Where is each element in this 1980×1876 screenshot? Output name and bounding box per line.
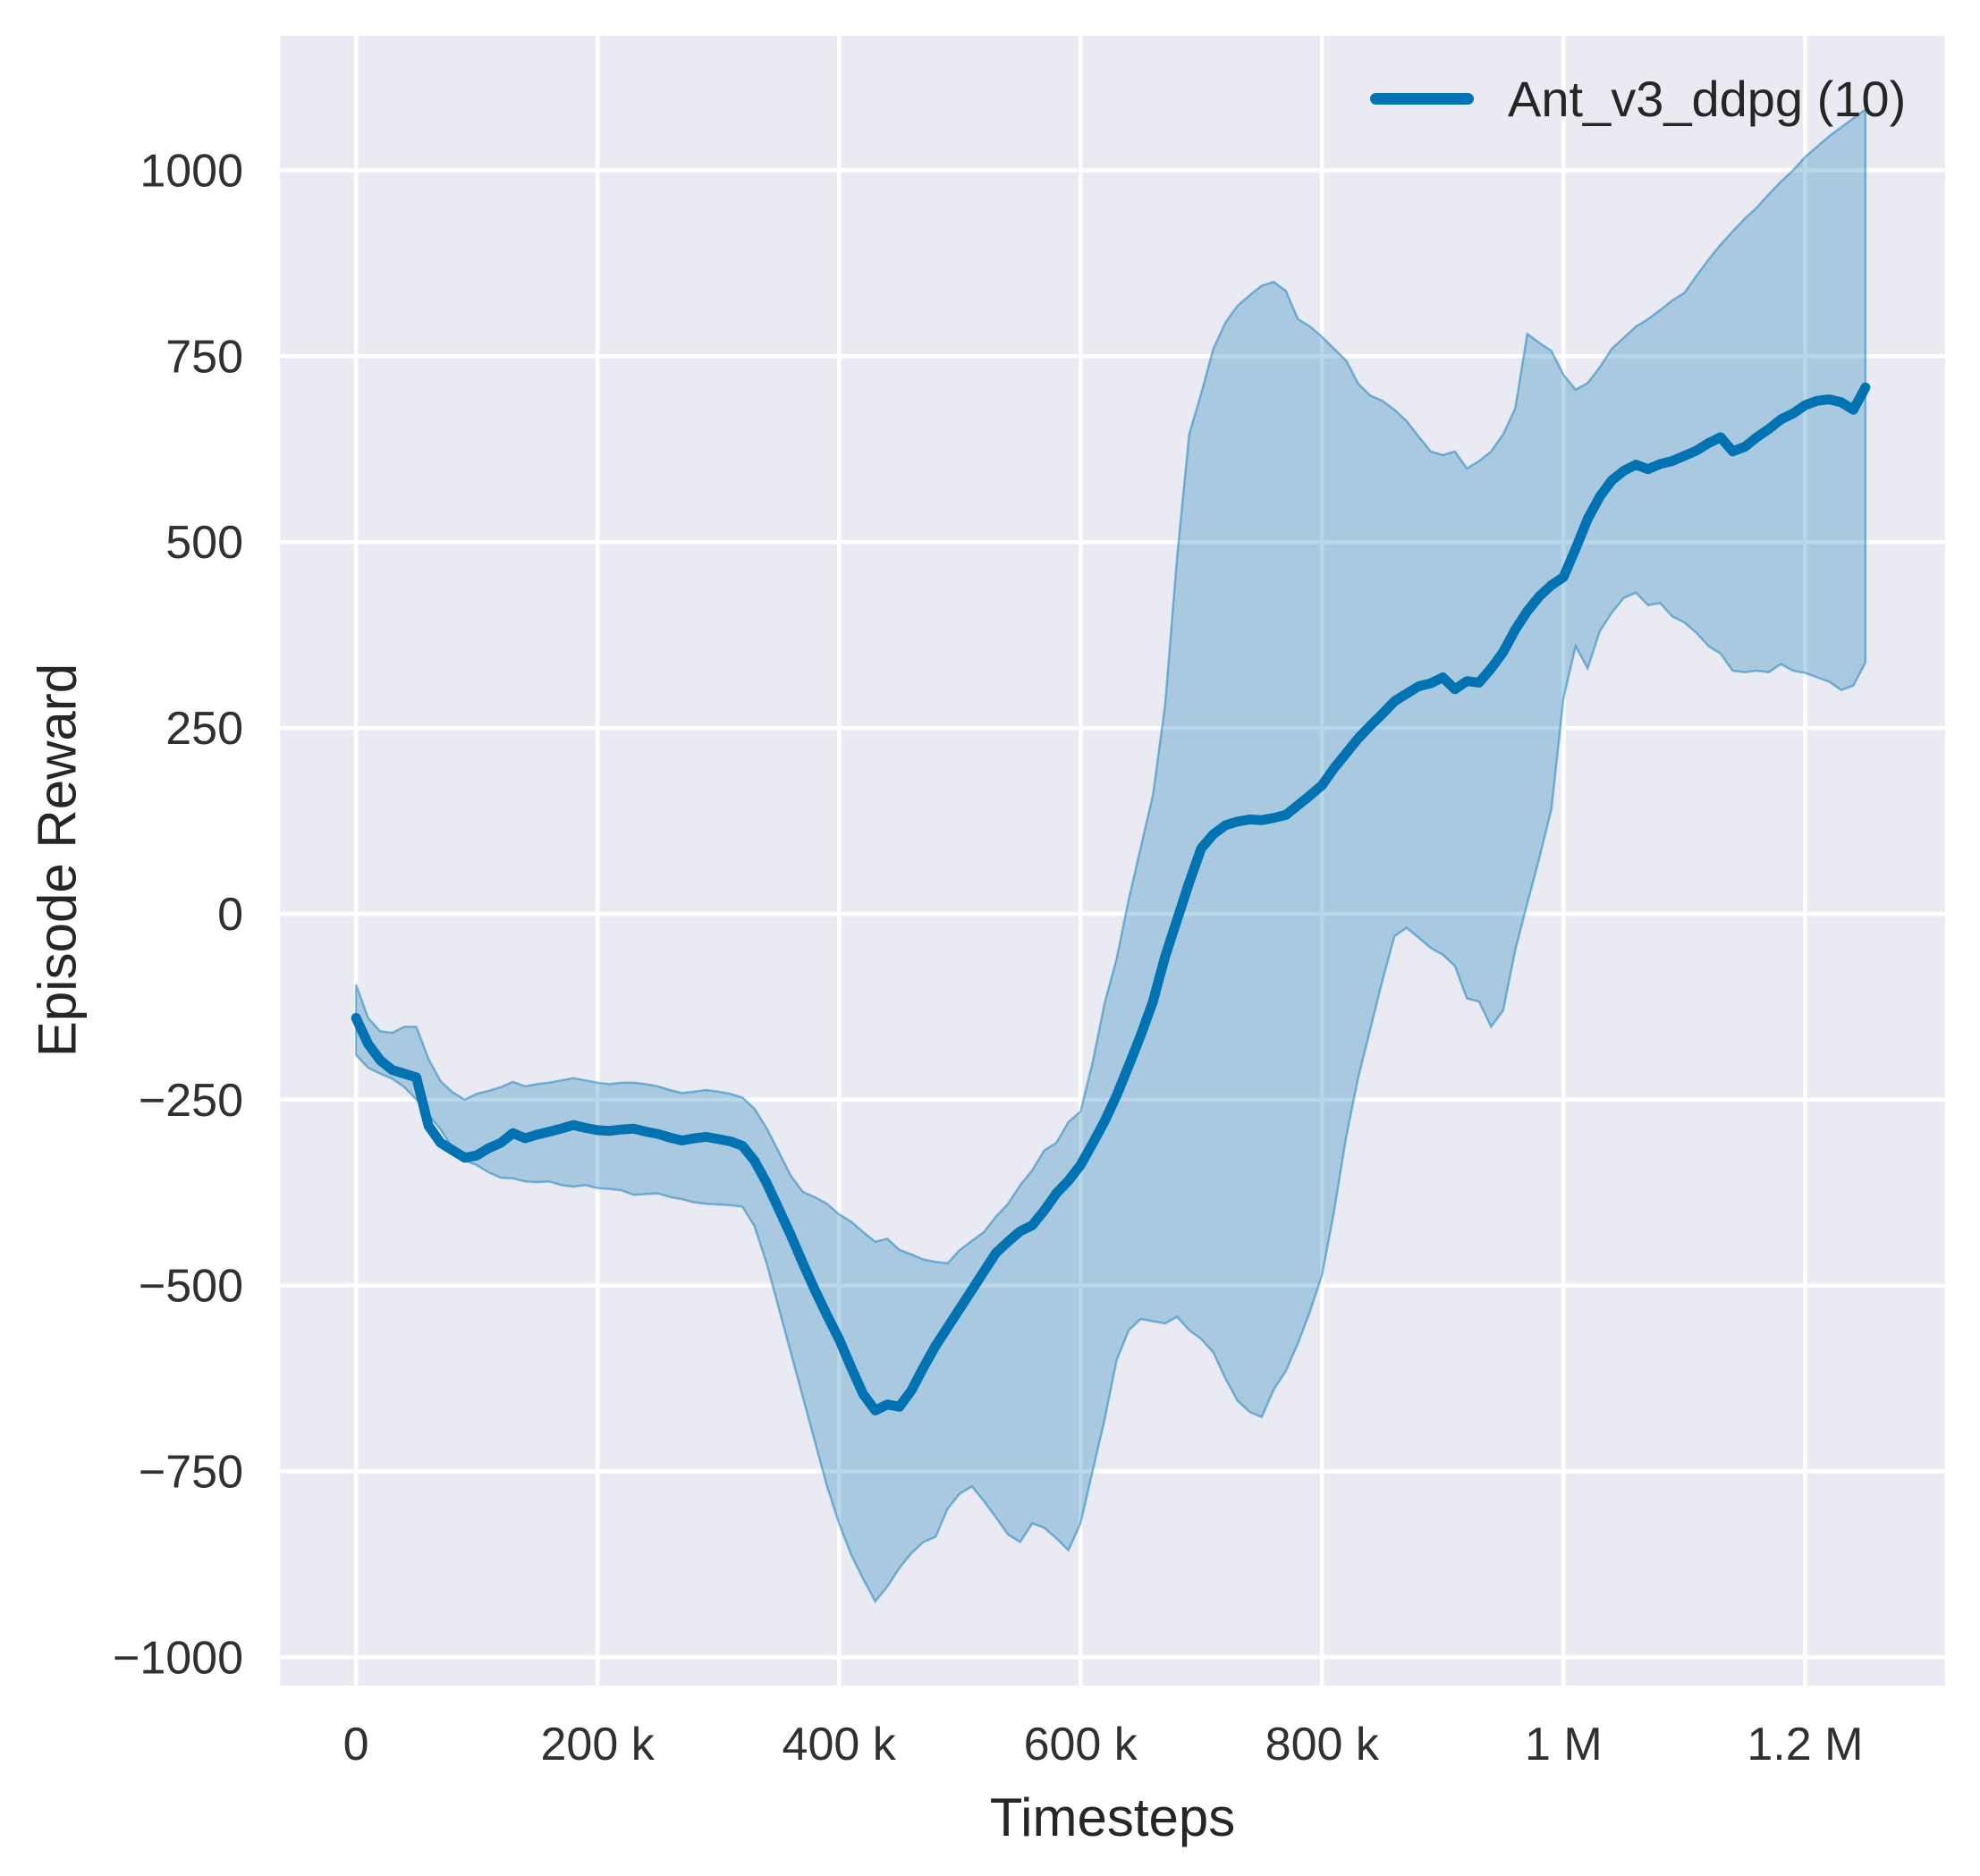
x-tick-label: 200 k — [541, 1719, 656, 1770]
legend: Ant_v3_ddpg (10) — [1370, 70, 1906, 128]
y-axis-title: Episode Reward — [27, 663, 88, 1058]
x-tick-label: 800 k — [1265, 1719, 1380, 1770]
y-tick-label: −1000 — [113, 1632, 243, 1684]
y-tick-label: −750 — [139, 1447, 243, 1499]
legend-line-swatch — [1370, 93, 1474, 105]
y-tick-label: 250 — [165, 703, 243, 755]
mean-line — [351, 382, 1871, 1415]
x-axis-title: Timesteps — [989, 1787, 1236, 1847]
legend-label: Ant_v3_ddpg (10) — [1508, 71, 1907, 127]
confidence-band — [354, 106, 1867, 1604]
y-tick-label: 750 — [165, 331, 243, 383]
x-tick-label: 1 M — [1525, 1719, 1603, 1770]
y-tick-label: −250 — [139, 1075, 243, 1127]
x-tick-label: 400 k — [783, 1719, 897, 1770]
x-tick-label: 1.2 M — [1747, 1719, 1863, 1770]
plot-background — [280, 36, 1945, 1686]
y-tick-label: 500 — [165, 517, 243, 569]
y-tick-label: −500 — [139, 1261, 243, 1313]
x-tick-label: 600 k — [1024, 1719, 1138, 1770]
x-tick-label: 0 — [343, 1719, 369, 1770]
y-tick-label: 0 — [217, 889, 243, 941]
y-tick-label: 1000 — [140, 145, 243, 197]
